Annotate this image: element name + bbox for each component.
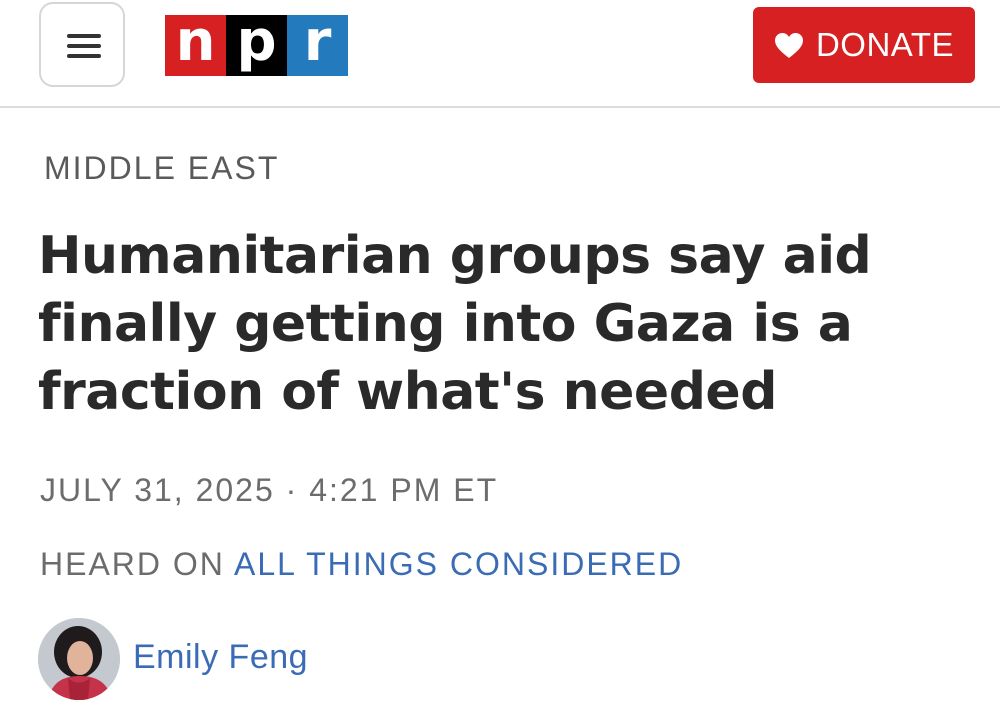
section-link[interactable]: MIDDLE EAST [44, 150, 280, 186]
donate-label: DONATE [815, 26, 955, 63]
menu-button[interactable] [39, 2, 125, 87]
program-link[interactable]: ALL THINGS CONSIDERED [234, 546, 684, 582]
logo-letter-r: r [287, 13, 348, 76]
author-photo [38, 618, 120, 700]
site-header: n p r DONATE [0, 0, 1000, 108]
heard-on-prefix: HEARD ON [40, 546, 225, 582]
author-avatar[interactable] [38, 618, 120, 700]
article-headline: Humanitarian groups say aid finally gett… [38, 226, 872, 422]
heard-on-line: HEARD ON ALL THINGS CONSIDERED [40, 546, 683, 583]
donate-button[interactable]: DONATE [753, 7, 975, 83]
article-dateline: JULY 31, 2025 · 4:21 PM ET [40, 472, 499, 508]
author-name-link[interactable]: Emily Feng [133, 638, 309, 676]
logo-letter-p: p [226, 13, 287, 76]
heart-icon [774, 32, 803, 58]
logo-letter-n: n [165, 13, 226, 76]
npr-logo[interactable]: n p r [165, 13, 348, 76]
